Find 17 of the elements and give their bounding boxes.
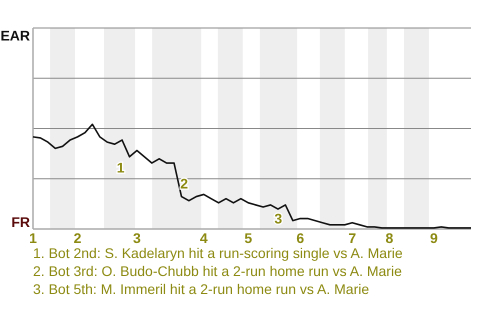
x-tick-label: 7 xyxy=(348,230,356,246)
x-tick-label: 8 xyxy=(385,230,394,246)
x-tick-label: 6 xyxy=(296,230,304,246)
x-tick-label: 4 xyxy=(200,230,208,246)
text: 1. Bot 2nd: S. Kadelaryn hit a run-scoring single vs A. Marie xyxy=(33,245,403,261)
text: EAR xyxy=(0,27,30,44)
text: 2. Bot 3rd: O. Budo-Chubb hit a 2-run home run vs A. Marie xyxy=(33,263,402,279)
annotation: 1 xyxy=(116,159,125,176)
x-tick-label: 9 xyxy=(430,230,438,246)
text: 3. Bot 5th: M. Immeril hit a 2-run home run vs A. Marie xyxy=(33,281,370,297)
x-tick-label: 2 xyxy=(74,230,82,246)
annotation: 3 xyxy=(274,210,282,227)
x-tick-label: 3 xyxy=(133,230,142,246)
text: FR xyxy=(11,214,30,230)
x-tick-label: 5 xyxy=(244,230,252,246)
x-tick-label: 1 xyxy=(29,230,38,246)
annotation: 2 xyxy=(180,175,188,192)
